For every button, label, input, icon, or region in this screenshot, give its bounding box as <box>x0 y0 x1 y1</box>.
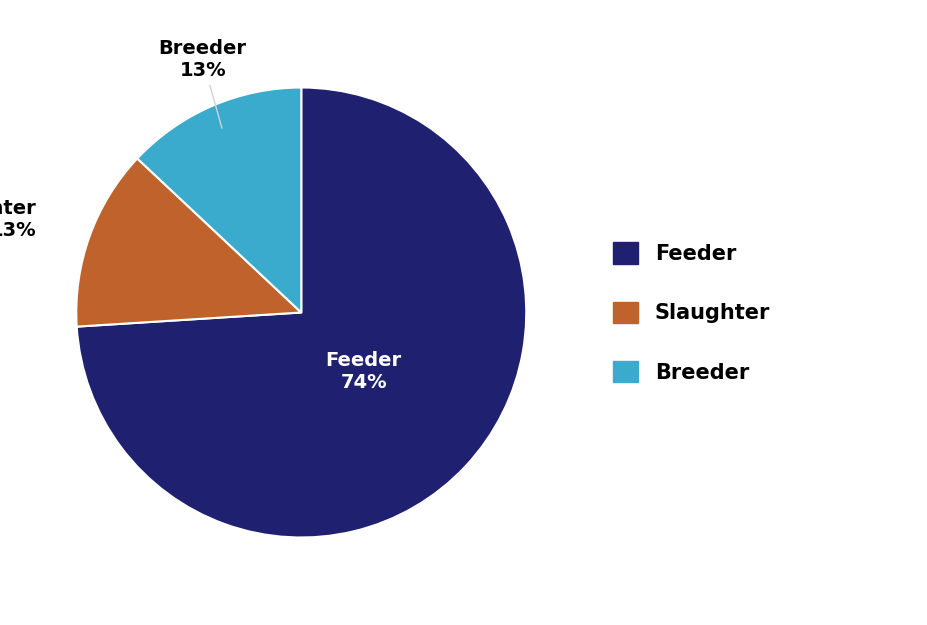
Text: Feeder
74%: Feeder 74% <box>325 351 401 391</box>
Wedge shape <box>137 88 301 312</box>
Wedge shape <box>76 159 301 327</box>
Text: Breeder
13%: Breeder 13% <box>159 39 247 128</box>
Text: Slaughter
13%: Slaughter 13% <box>0 199 37 240</box>
Legend: Feeder, Slaughter, Breeder: Feeder, Slaughter, Breeder <box>613 242 770 382</box>
Wedge shape <box>77 88 527 538</box>
